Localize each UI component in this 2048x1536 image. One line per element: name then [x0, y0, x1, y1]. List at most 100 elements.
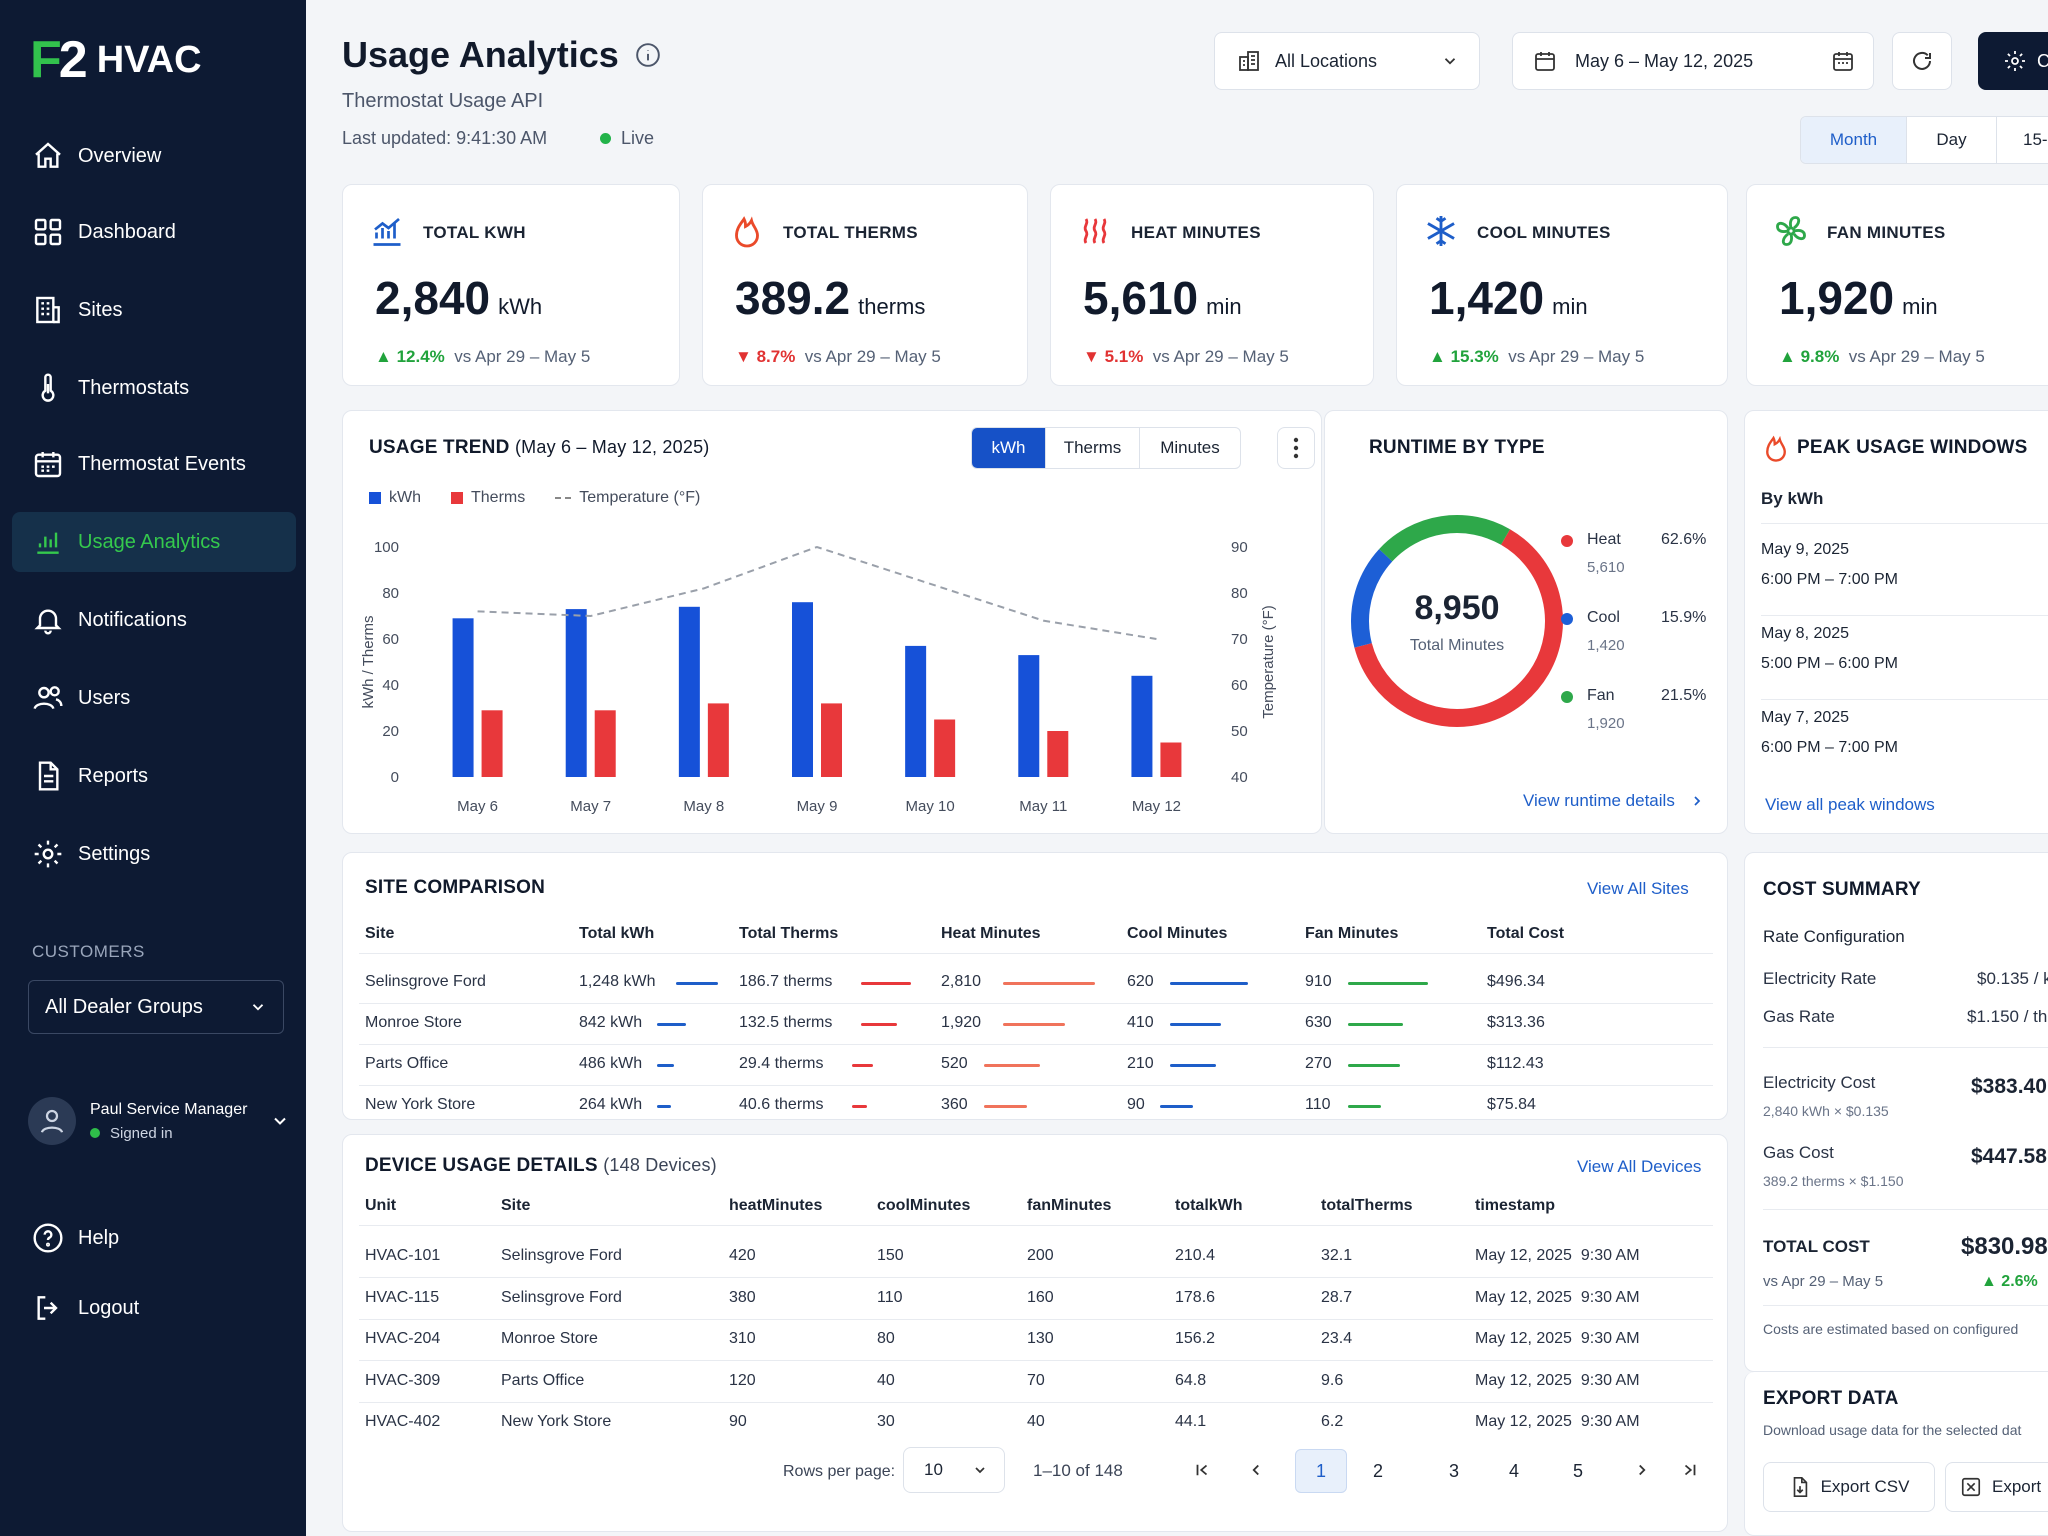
- toggle-kwh[interactable]: kWh: [972, 428, 1046, 468]
- device-cell-cool-minutes: 40: [877, 1371, 895, 1389]
- peak-windows-link[interactable]: View all peak windows: [1765, 795, 1935, 814]
- page-button-5[interactable]: 5: [1572, 1460, 1583, 1481]
- table-row[interactable]: HVAC-402 New York Store 90 30 40 44.1 6.2 May 1…: [343, 1403, 1729, 1443]
- export-excel-button[interactable]: Export: [1945, 1462, 2048, 1512]
- device-cell-unit: HVAC-115: [365, 1288, 440, 1306]
- chevron-right-icon: [1639, 1464, 1646, 1476]
- sidebar-item-settings[interactable]: Settings: [12, 824, 296, 884]
- sidebar-item-notifications[interactable]: Notifications: [12, 590, 296, 650]
- site-bar-heat: [1002, 1023, 1066, 1026]
- page-button-2[interactable]: 2: [1372, 1460, 1383, 1481]
- table-row[interactable]: Selinsgrove Ford 1,248 kWh 186.7 therms 2,8…: [343, 963, 1729, 1003]
- bar-therms: [1047, 731, 1069, 777]
- export-csv-button[interactable]: Export CSV: [1763, 1462, 1935, 1512]
- sidebar-item-dashboard[interactable]: Dashboard: [12, 202, 296, 262]
- site-cell-site: Parts Office: [365, 1055, 449, 1072]
- brand-logo[interactable]: F2 HVAC: [30, 30, 202, 90]
- tab-day[interactable]: Day: [1907, 117, 1997, 163]
- page-button-3[interactable]: 3: [1448, 1460, 1459, 1481]
- tab-15min[interactable]: 15-: [2023, 130, 2048, 149]
- excel-icon: [1961, 1477, 1981, 1497]
- usage-trend-chart: 0 20 40 60 80 100 40 50 60 70 80 90 kWh / Therms Temp…: [360, 539, 1277, 815]
- settings-button-label: C: [2037, 50, 2048, 71]
- y-axis-label: kWh / Therms: [360, 615, 377, 708]
- next-page-button[interactable]: [1625, 1453, 1659, 1487]
- runtime-details-link[interactable]: View runtime details: [1523, 791, 1705, 811]
- peak-window-item[interactable]: May 7, 2025 6:00 PM – 7:00 PM 2: [1761, 709, 2048, 779]
- info-icon[interactable]: [635, 42, 661, 68]
- device-col-header[interactable]: fanMinutes: [1027, 1197, 1112, 1214]
- page-button-4[interactable]: 4: [1508, 1460, 1519, 1481]
- more-options-button[interactable]: [1277, 427, 1315, 469]
- device-col-header[interactable]: coolMinutes: [877, 1197, 971, 1214]
- sidebar-item-label: Thermostat Events: [78, 452, 246, 475]
- sidebar-item-sites[interactable]: Sites: [12, 280, 296, 340]
- sidebar-item-thermostats[interactable]: Thermostats: [12, 358, 296, 418]
- sidebar: F2 HVAC Overview Dashboard Sites Thermos…: [0, 0, 306, 1536]
- prev-page-button[interactable]: [1239, 1453, 1273, 1487]
- toggle-therms[interactable]: Therms: [1046, 428, 1140, 468]
- logout-link[interactable]: Logout: [12, 1278, 296, 1338]
- view-all-devices-link[interactable]: View All Devices: [1577, 1157, 1702, 1176]
- first-page-button[interactable]: [1185, 1453, 1219, 1487]
- site-cell-fan: 270: [1305, 1055, 1332, 1072]
- table-row[interactable]: Monroe Store 842 kWh 132.5 therms 1,920 410 6…: [343, 1004, 1729, 1044]
- table-row[interactable]: HVAC-101 Selinsgrove Ford 420 150 200 210.4 32…: [343, 1237, 1729, 1277]
- table-row[interactable]: HVAC-204 Monroe Store 310 80 130 156.2 23.4 May…: [343, 1320, 1729, 1360]
- settings-button[interactable]: C: [1978, 32, 2048, 90]
- sidebar-item-label: Users: [78, 686, 131, 709]
- user-menu[interactable]: Paul Service Manager Signed in: [28, 1086, 290, 1156]
- sidebar-item-label: Dashboard: [78, 220, 176, 243]
- site-col-header[interactable]: Total Therms: [739, 925, 839, 942]
- sidebar-item-reports[interactable]: Reports: [12, 746, 296, 806]
- chevron-down-icon: [1444, 58, 1456, 65]
- site-col-header[interactable]: Site: [365, 925, 395, 942]
- site-col-header[interactable]: Fan Minutes: [1305, 925, 1399, 942]
- toggle-minutes[interactable]: Minutes: [1160, 438, 1220, 457]
- device-cell-site: Selinsgrove Ford: [501, 1247, 622, 1264]
- device-col-header[interactable]: heatMinutes: [729, 1197, 823, 1214]
- table-row[interactable]: HVAC-309 Parts Office 120 40 70 64.8 9.6 May 12…: [343, 1362, 1729, 1402]
- sidebar-item-usage-analytics[interactable]: Usage Analytics: [12, 512, 296, 572]
- down-arrow-icon: ▼: [1083, 347, 1100, 366]
- date-range-picker[interactable]: May 6 – May 12, 2025: [1512, 32, 1874, 90]
- table-row[interactable]: Parts Office 486 kWh 29.4 therms 520 210 270 $…: [343, 1045, 1729, 1085]
- device-col-header[interactable]: Unit: [365, 1197, 397, 1214]
- peak-window-item[interactable]: May 9, 2025 6:00 PM – 7:00 PM 2: [1761, 541, 2048, 611]
- site-col-header[interactable]: Cool Minutes: [1127, 925, 1228, 942]
- device-col-header[interactable]: timestamp: [1475, 1197, 1556, 1214]
- sidebar-item-thermostat-events[interactable]: Thermostat Events: [12, 434, 296, 494]
- sidebar-item-overview[interactable]: Overview: [12, 126, 296, 186]
- help-link[interactable]: Help: [12, 1208, 296, 1268]
- document-icon: [38, 761, 59, 791]
- site-col-header[interactable]: Total Cost: [1487, 925, 1565, 942]
- bar-therms: [1160, 742, 1182, 777]
- site-col-header[interactable]: Total kWh: [579, 925, 655, 942]
- view-all-sites-link[interactable]: View All Sites: [1587, 879, 1689, 898]
- site-col-header[interactable]: Heat Minutes: [941, 925, 1041, 942]
- tab-month[interactable]: Month: [1801, 117, 1907, 163]
- device-col-header[interactable]: totalkWh: [1175, 1197, 1243, 1214]
- table-row[interactable]: New York Store 264 kWh 40.6 therms 360 90 110…: [343, 1086, 1729, 1126]
- device-col-header[interactable]: Site: [501, 1197, 531, 1214]
- usage-trend-card: USAGE TREND (May 6 – May 12, 2025) kWh T…: [342, 410, 1322, 834]
- gear-icon: [2005, 51, 2025, 71]
- peak-window-item[interactable]: May 8, 2025 5:00 PM – 6:00 PM 2: [1761, 625, 2048, 695]
- refresh-button[interactable]: [1892, 32, 1952, 90]
- gas-cost-sub: 389.2 therms × $1.150: [1763, 1173, 1904, 1189]
- location-select[interactable]: All Locations: [1214, 32, 1480, 90]
- device-cell-fan-minutes: 130: [1027, 1330, 1054, 1347]
- page-button-1[interactable]: 1: [1295, 1449, 1347, 1493]
- device-col-header[interactable]: totalTherms: [1321, 1197, 1413, 1214]
- rows-per-page-select[interactable]: 10: [903, 1447, 1005, 1493]
- last-page-button[interactable]: [1673, 1453, 1707, 1487]
- table-row[interactable]: HVAC-115 Selinsgrove Ford 380 110 160 178.6 28…: [343, 1279, 1729, 1319]
- rows-per-page-label: Rows per page:: [783, 1463, 896, 1480]
- dealer-group-select[interactable]: All Dealer Groups: [28, 980, 284, 1034]
- logout-label: Logout: [78, 1296, 140, 1319]
- sidebar-item-users[interactable]: Users: [12, 668, 296, 728]
- logo-mark: F2: [30, 31, 88, 89]
- peak-time: 6:00 PM – 7:00 PM: [1761, 739, 1898, 756]
- site-cell-kwh: 842 kWh: [579, 1014, 643, 1031]
- device-cell-total-kwh: 156.2: [1175, 1330, 1216, 1347]
